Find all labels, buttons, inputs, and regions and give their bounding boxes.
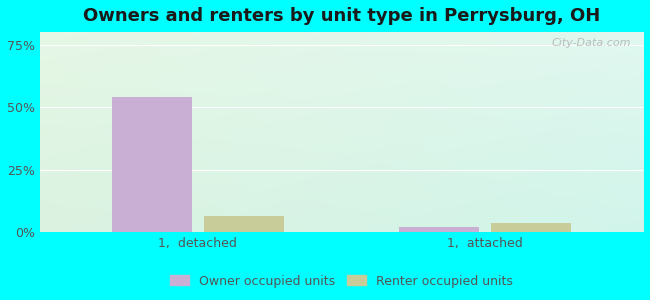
Bar <box>399 227 479 232</box>
Legend: Owner occupied units, Renter occupied units: Owner occupied units, Renter occupied un… <box>170 274 513 287</box>
Bar <box>491 224 571 232</box>
Title: Owners and renters by unit type in Perrysburg, OH: Owners and renters by unit type in Perry… <box>83 7 600 25</box>
Bar <box>203 216 284 232</box>
Text: City-Data.com: City-Data.com <box>551 38 631 48</box>
Bar <box>112 97 192 232</box>
